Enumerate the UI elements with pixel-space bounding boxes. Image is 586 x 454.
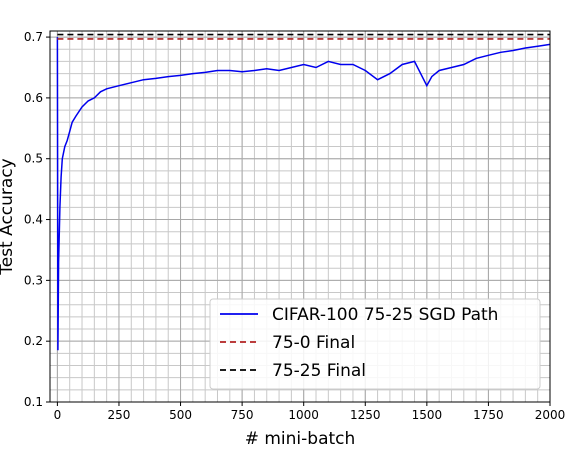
series-line-1 xyxy=(56,37,551,351)
x-tick-label: 750 xyxy=(231,408,254,422)
x-axis-label: # mini-batch xyxy=(245,429,356,449)
legend-label-1: CIFAR-100 75-25 SGD Path xyxy=(272,305,498,325)
x-tick-label: 1000 xyxy=(288,408,319,422)
y-tick-label: 0.2 xyxy=(24,334,43,348)
y-tick-label: 0.7 xyxy=(24,30,43,44)
x-tick-label: 500 xyxy=(169,408,192,422)
y-tick-label: 0.1 xyxy=(24,395,43,409)
legend-label-3: 75-25 Final xyxy=(272,361,366,381)
x-tick-label: 0 xyxy=(54,408,62,422)
y-tick-label: 0.3 xyxy=(24,273,43,287)
x-tick-label: 1250 xyxy=(350,408,381,422)
y-tick-label: 0.5 xyxy=(24,152,43,166)
series-layer xyxy=(56,33,551,351)
y-axis-label: Test Accuracy xyxy=(0,158,17,276)
x-tick-label: 1500 xyxy=(412,408,443,422)
x-tick-label: 1750 xyxy=(473,408,504,422)
legend-label-2: 75-0 Final xyxy=(272,333,355,353)
x-tick-label: 250 xyxy=(108,408,131,422)
y-tick-label: 0.4 xyxy=(24,213,43,227)
y-tick-label: 0.6 xyxy=(24,91,43,105)
axis-ticks: 0 250 500 750 1000 1250 1500 1750 2000 0.1 0.2 0.3 0… xyxy=(24,30,565,422)
x-tick-label: 2000 xyxy=(535,408,566,422)
legend: CIFAR-100 75-25 SGD Path 75-0 Final 75-25 … xyxy=(209,298,541,390)
legend-box xyxy=(209,298,541,390)
plot-frame xyxy=(49,30,551,403)
